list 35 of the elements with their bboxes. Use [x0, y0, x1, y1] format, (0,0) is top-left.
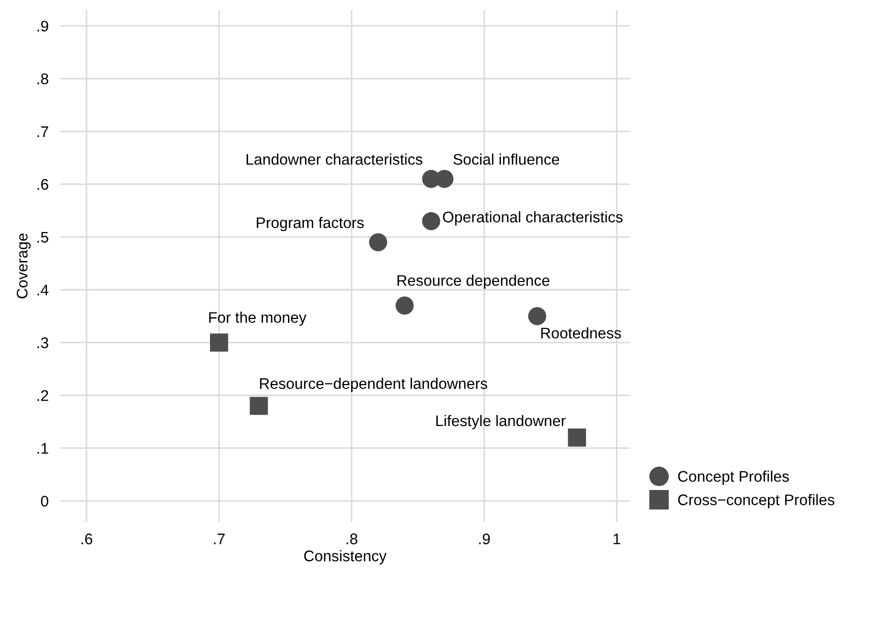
- x-tick-label: 1: [614, 534, 620, 544]
- x-tick-label: .6: [82, 534, 92, 544]
- point: [369, 233, 388, 252]
- annotation: Rootedness: [541, 327, 621, 338]
- point: [568, 428, 586, 447]
- point: [250, 396, 268, 415]
- y-tick-label: .5: [38, 232, 48, 243]
- y-tick-label: .2: [38, 390, 48, 401]
- annotation: Resource dependence: [398, 274, 550, 289]
- point: [396, 296, 414, 315]
- x-tick-label: .7: [214, 534, 225, 544]
- y-tick-label: .9: [38, 20, 48, 32]
- y-tick-label: 0: [40, 496, 48, 507]
- annotation: Resource−dependent landowners: [260, 378, 488, 392]
- point: [210, 333, 228, 352]
- annotation: Social influence: [453, 154, 560, 165]
- point: [528, 307, 546, 326]
- annotation: For the money: [209, 312, 306, 326]
- y-tick-label: .3: [38, 337, 48, 348]
- y-tick-label: .7: [38, 126, 48, 137]
- x-tick-label: .8: [346, 534, 358, 544]
- legend-label: Cross−concept Profiles: [678, 494, 834, 508]
- x-axis-title: Consistency: [304, 550, 387, 564]
- annotation: Operational characteristics: [442, 211, 623, 226]
- y-tick-label: .4: [38, 284, 48, 296]
- y-tick-label: .8: [38, 73, 48, 84]
- annotation: Landowner characteristics: [246, 154, 422, 165]
- y-axis-title: Coverage: [16, 234, 31, 298]
- x-tick-label: .9: [479, 534, 490, 544]
- y-tick-label: .6: [38, 179, 48, 190]
- annotation: Program factors: [256, 216, 364, 232]
- y-tick-label: .1: [38, 443, 48, 454]
- annotation: Lifestyle landowner: [436, 414, 566, 430]
- point: [422, 212, 440, 230]
- legend-label: Concept Profiles: [678, 470, 789, 485]
